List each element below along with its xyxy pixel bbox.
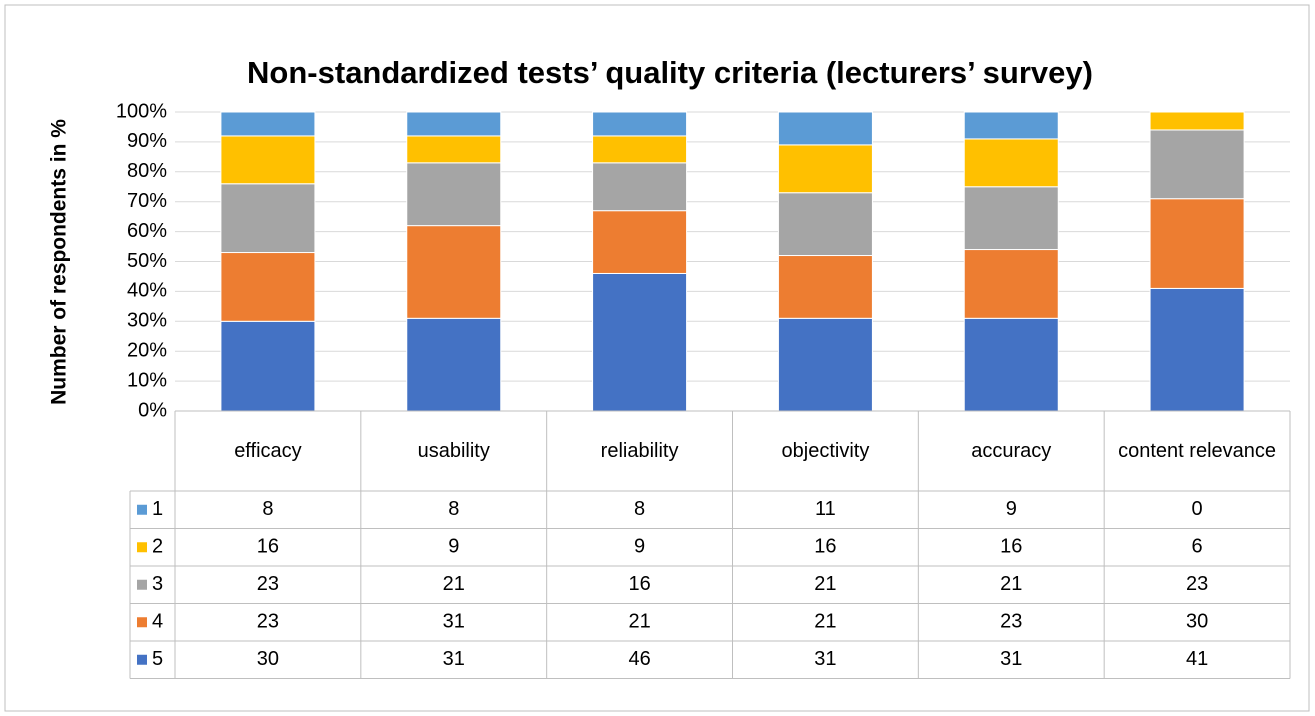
table-value: 46	[628, 648, 650, 670]
bar-segment	[1149, 129, 1245, 200]
bar-segment	[963, 249, 1059, 319]
table-value: 23	[257, 611, 279, 633]
bar-segment	[592, 135, 688, 164]
table-value: 31	[443, 611, 465, 633]
y-tick-label: 90%	[127, 130, 167, 152]
table-value: 16	[257, 536, 279, 558]
bar-segment	[406, 225, 502, 319]
category-label: usability	[417, 440, 490, 462]
category-label: reliability	[600, 440, 679, 462]
category-cell: usability	[417, 440, 490, 462]
bar-segment	[592, 111, 688, 137]
table-value: 21	[443, 573, 465, 595]
chart-title: Non-standardized tests’ quality criteria…	[247, 55, 1093, 90]
bar-segment	[963, 138, 1059, 188]
bar-segment	[220, 320, 316, 412]
y-tick-label: 80%	[127, 160, 167, 182]
bar-segment	[592, 162, 688, 212]
bar-segment	[777, 144, 873, 194]
bar-segment	[777, 111, 873, 146]
table-value: 16	[628, 573, 650, 595]
table-value: 9	[634, 536, 645, 558]
bar-segment	[406, 162, 502, 227]
y-tick-label: 10%	[127, 369, 167, 391]
bar-segment	[592, 272, 688, 412]
table-value: 23	[1000, 611, 1022, 633]
y-axis-label: Number of respondents in %	[48, 119, 71, 405]
table-value: 11	[815, 498, 836, 520]
bar-segment	[777, 317, 873, 412]
bar-segment	[220, 111, 316, 137]
legend-label: 3	[152, 573, 163, 595]
bar-segment	[963, 186, 1059, 251]
bar-segment	[963, 111, 1059, 140]
table-value: 16	[814, 536, 836, 558]
category-label: objectivity	[781, 440, 870, 462]
y-tick-label: 30%	[127, 310, 167, 332]
table-value: 0	[1192, 498, 1203, 520]
bar-segment	[406, 135, 502, 164]
category-cell: efficacy	[234, 440, 302, 462]
category-label: efficacy	[234, 440, 302, 462]
table-value: 30	[257, 648, 279, 670]
legend-label: 5	[152, 648, 163, 670]
bar-segment	[220, 183, 316, 254]
legend-swatch	[137, 617, 147, 628]
legend-swatch	[137, 654, 147, 665]
bar-segment	[1149, 111, 1245, 131]
table-value: 8	[634, 498, 645, 520]
table-value: 8	[448, 498, 459, 520]
table-value: 31	[1000, 648, 1022, 670]
y-tick-label: 50%	[127, 250, 167, 272]
bar-segment	[592, 210, 688, 274]
table-value: 9	[1006, 498, 1017, 520]
table-value: 21	[814, 573, 836, 595]
legend-swatch	[137, 579, 147, 590]
category-cell: reliability	[600, 440, 679, 462]
table-value: 8	[262, 498, 273, 520]
y-tick-label: 20%	[127, 339, 167, 361]
legend-label: 2	[152, 536, 163, 558]
table-value: 16	[1000, 536, 1022, 558]
table-value: 41	[1186, 648, 1208, 670]
bar-segment	[406, 317, 502, 412]
legend-label: 1	[152, 498, 163, 520]
table-value: 9	[448, 536, 459, 558]
category-cell: content relevance	[1118, 440, 1277, 462]
y-tick-label: 60%	[127, 220, 167, 242]
category-cell: accuracy	[971, 440, 1052, 462]
table-value: 6	[1192, 536, 1203, 558]
legend-swatch	[137, 504, 147, 515]
legend-label: 4	[152, 611, 163, 633]
legend-swatch	[137, 542, 147, 553]
table-value: 23	[257, 573, 279, 595]
y-tick-label: 40%	[127, 280, 167, 302]
table-value: 30	[1186, 611, 1208, 633]
table-value: 21	[628, 611, 650, 633]
bar-segment	[1149, 198, 1245, 289]
y-tick-label: 0%	[138, 399, 167, 421]
bar-segment	[963, 317, 1059, 412]
bar-segment	[1149, 287, 1245, 412]
bar-segment	[220, 135, 316, 185]
table-value: 21	[814, 611, 836, 633]
table-value: 31	[443, 648, 465, 670]
table-value: 31	[814, 648, 836, 670]
table-value: 23	[1186, 573, 1208, 595]
bar-segment	[406, 111, 502, 137]
y-tick-label: 100%	[116, 100, 167, 122]
bar-segment	[777, 192, 873, 257]
table-value: 21	[1000, 573, 1022, 595]
category-cell: objectivity	[781, 440, 870, 462]
bar-segment	[777, 255, 873, 319]
category-label: accuracy	[971, 440, 1052, 462]
bar-segment	[220, 252, 316, 322]
category-label: content relevance	[1118, 440, 1277, 462]
y-tick-label: 70%	[127, 190, 167, 212]
